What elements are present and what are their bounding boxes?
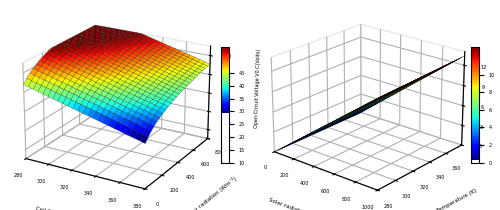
X-axis label: Cell Temperature (K): Cell Temperature (K) [36,206,91,210]
Y-axis label: Cell Temperature (K): Cell Temperature (K) [426,188,478,210]
Y-axis label: Solar radiation (Wm⁻²): Solar radiation (Wm⁻²) [185,175,238,210]
X-axis label: Solar radiation (Wm⁻²): Solar radiation (Wm⁻²) [268,196,328,210]
